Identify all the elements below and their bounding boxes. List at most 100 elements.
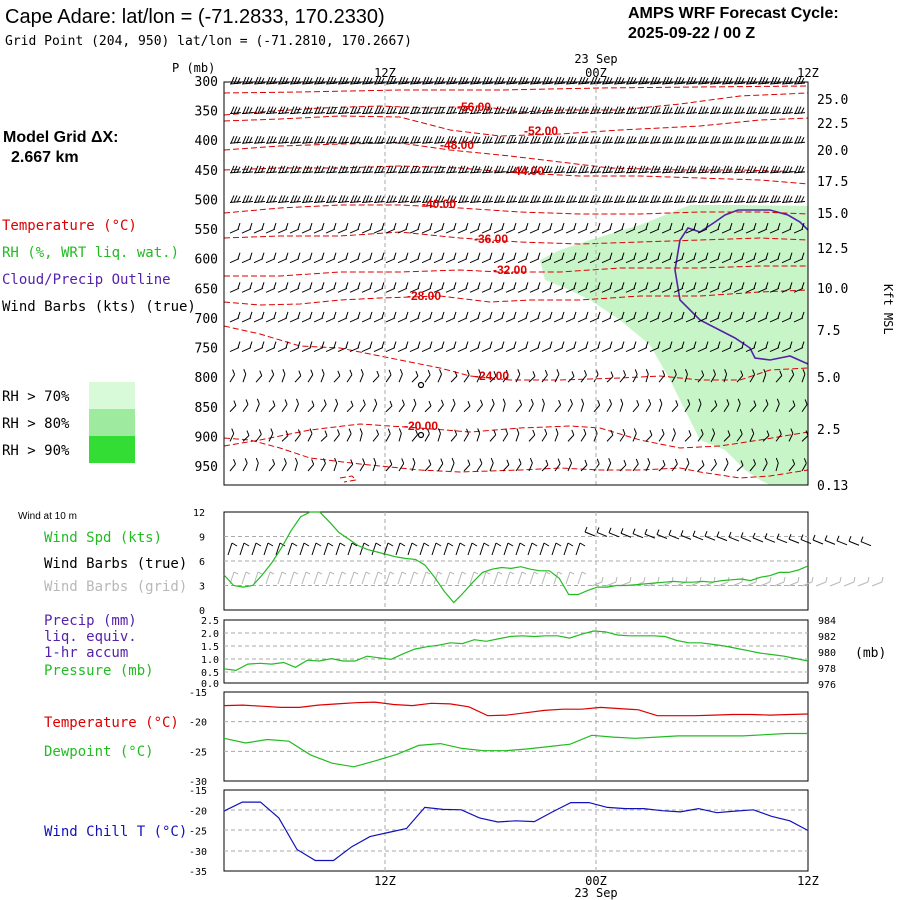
wind-barb bbox=[344, 137, 349, 144]
wind-barb bbox=[230, 195, 235, 203]
wind-barb bbox=[289, 287, 300, 293]
wind-barb bbox=[649, 317, 660, 323]
wind-barb bbox=[407, 542, 413, 556]
wind-barb bbox=[317, 136, 322, 144]
grid-barb bbox=[437, 571, 443, 575]
wind-barb bbox=[241, 317, 252, 323]
height-tick-labels: 25.022.520.017.515.012.510.07.55.02.50.1… bbox=[817, 93, 848, 494]
wind-barb bbox=[457, 317, 468, 323]
grid-barb bbox=[401, 571, 407, 575]
wind-barb bbox=[350, 106, 355, 114]
wind-barb bbox=[385, 112, 398, 115]
wind-barb bbox=[309, 252, 313, 259]
windchill-tick: -15 bbox=[189, 786, 207, 797]
wind-barb bbox=[517, 171, 530, 174]
wind-barb bbox=[561, 282, 565, 289]
wind-barb bbox=[794, 136, 799, 144]
grid-barb bbox=[449, 571, 455, 575]
wind-barb bbox=[801, 282, 805, 289]
wind-barb bbox=[779, 370, 783, 376]
wind-barb bbox=[410, 76, 415, 85]
wind-barb bbox=[411, 403, 417, 412]
wind-barb bbox=[489, 282, 493, 289]
wind-barb bbox=[242, 136, 247, 144]
wind-barb bbox=[653, 76, 658, 85]
wind-barb bbox=[401, 458, 405, 464]
wind-barb bbox=[578, 195, 583, 203]
rh-90-label: RH > 90% bbox=[2, 443, 70, 459]
wind-barb bbox=[792, 400, 796, 406]
wind-barb bbox=[415, 370, 419, 377]
grid-barb bbox=[529, 571, 535, 585]
wind-barb bbox=[308, 77, 313, 85]
wind-barb bbox=[440, 166, 445, 174]
wind-barb bbox=[525, 252, 529, 259]
wind-barb bbox=[397, 317, 408, 323]
wind-barb bbox=[581, 76, 586, 85]
wind-barb bbox=[518, 106, 523, 114]
wind-barb bbox=[377, 76, 382, 85]
wind-barb bbox=[333, 462, 338, 472]
wind-barb bbox=[673, 171, 686, 174]
wind-barb bbox=[680, 196, 685, 203]
wind-barb bbox=[385, 317, 396, 323]
wind-barb bbox=[434, 195, 439, 203]
wind-barb bbox=[734, 195, 739, 203]
wind-barb bbox=[596, 531, 608, 537]
wind-barb bbox=[447, 542, 454, 547]
wind-barb bbox=[645, 434, 653, 442]
wind-barb bbox=[722, 76, 727, 85]
wind-barb bbox=[325, 347, 336, 352]
wind-barb bbox=[623, 459, 627, 466]
wind-barb bbox=[620, 532, 632, 538]
wind-barb bbox=[781, 228, 792, 234]
wind-barb bbox=[310, 369, 314, 375]
wind-barb bbox=[265, 258, 276, 264]
wind-barb bbox=[489, 222, 493, 230]
wind-barb bbox=[350, 400, 354, 407]
wind-barb bbox=[477, 252, 481, 259]
wind-barb bbox=[278, 76, 283, 85]
wind-barb bbox=[686, 136, 691, 144]
wind-barb bbox=[705, 311, 709, 319]
wind-barb bbox=[333, 282, 337, 289]
wind-barb bbox=[620, 196, 625, 203]
grid-barb bbox=[643, 576, 646, 583]
wind-barb bbox=[361, 258, 372, 264]
pressure-tick: 450 bbox=[195, 164, 218, 179]
wind-barb bbox=[554, 404, 562, 413]
wind-barb bbox=[345, 282, 349, 289]
wind-barb bbox=[325, 228, 336, 234]
wind-barb bbox=[649, 258, 660, 264]
wind-barb bbox=[602, 136, 607, 144]
height-tick: 20.0 bbox=[817, 144, 848, 159]
wind-barb bbox=[733, 112, 746, 115]
wind-barb bbox=[659, 398, 663, 404]
wind-barb bbox=[307, 463, 315, 472]
wind-barb bbox=[541, 398, 545, 404]
wind-barb bbox=[507, 542, 514, 547]
wind-barb bbox=[790, 428, 794, 434]
wind-barb bbox=[575, 542, 581, 556]
wind-barb bbox=[437, 76, 442, 85]
wind-barb bbox=[644, 77, 649, 85]
wind-barb bbox=[737, 195, 742, 203]
wind-barb bbox=[758, 136, 763, 144]
wind-barb bbox=[409, 347, 420, 352]
grid-barb bbox=[783, 576, 786, 583]
wind-barb bbox=[561, 341, 565, 348]
wind-barb bbox=[776, 398, 780, 405]
wind-barb bbox=[539, 542, 545, 556]
wind-barb bbox=[398, 463, 405, 472]
wind-barb bbox=[677, 165, 682, 174]
wind-barb bbox=[440, 399, 444, 405]
wind-barb bbox=[289, 82, 302, 85]
wind-barb bbox=[661, 317, 672, 323]
wind-barb bbox=[298, 370, 302, 376]
wind-barb bbox=[248, 107, 253, 114]
wind-barb bbox=[441, 252, 445, 259]
wind-barb bbox=[589, 317, 600, 323]
wind-barb bbox=[656, 529, 660, 535]
wind-barb bbox=[746, 76, 751, 85]
wind-barbs-grid-label: Wind Barbs (grid) bbox=[44, 579, 187, 595]
